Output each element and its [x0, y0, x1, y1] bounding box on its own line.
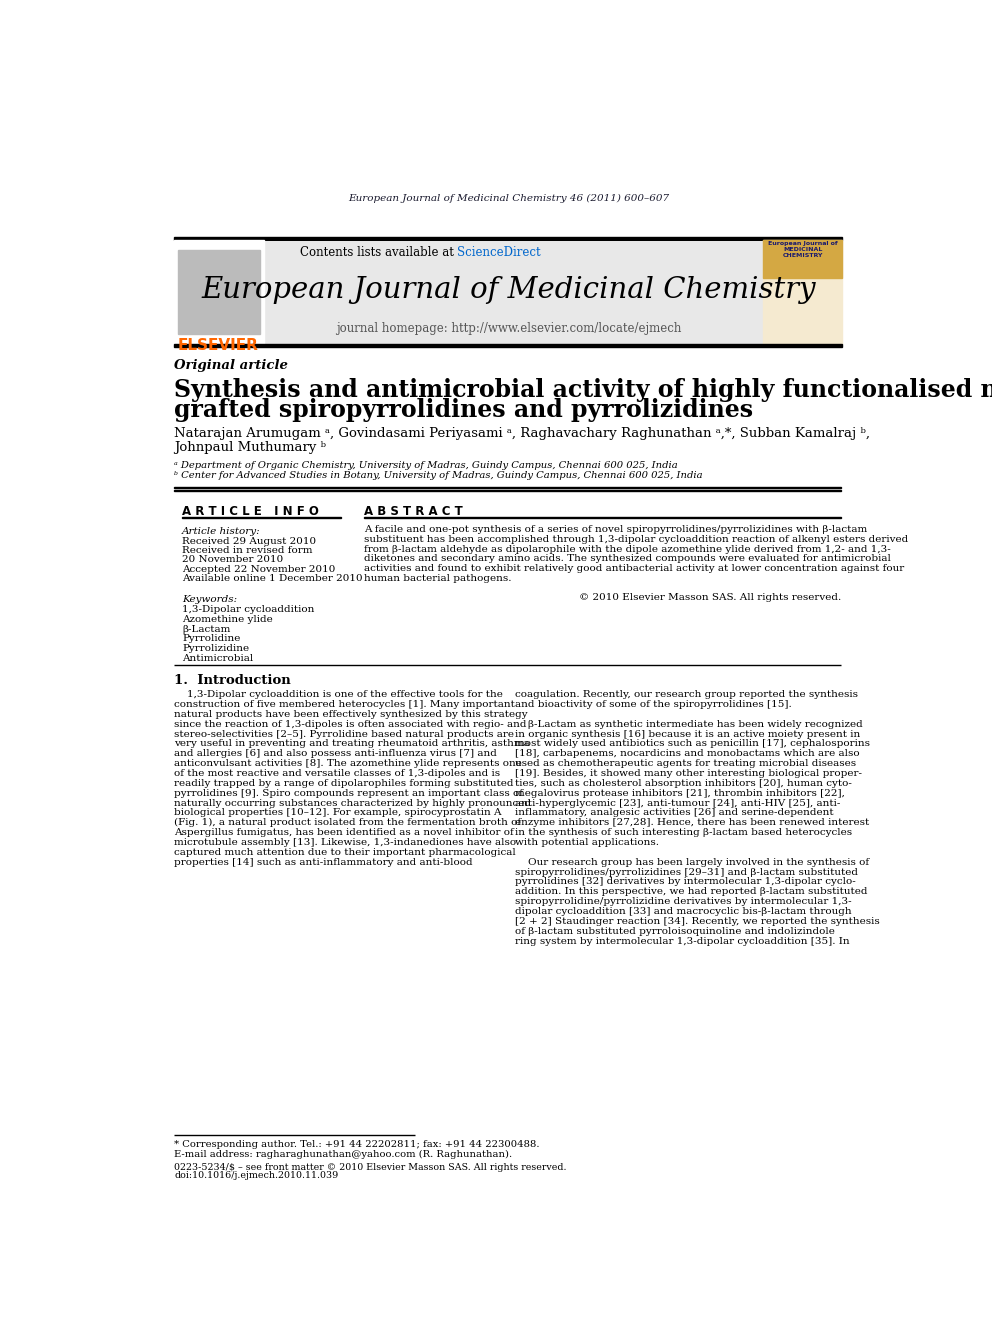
- Text: pyrrolidines [32] derivatives by intermolecular 1,3-dipolar cyclo-: pyrrolidines [32] derivatives by intermo…: [516, 877, 856, 886]
- Text: coagulation. Recently, our research group reported the synthesis: coagulation. Recently, our research grou…: [516, 691, 858, 699]
- Text: since the reaction of 1,3-dipoles is often associated with regio- and: since the reaction of 1,3-dipoles is oft…: [175, 720, 527, 729]
- Text: ᵇ Center for Advanced Studies in Botany, University of Madras, Guindy Campus, Ch: ᵇ Center for Advanced Studies in Botany,…: [175, 471, 703, 480]
- Text: human bacterial pathogens.: human bacterial pathogens.: [364, 574, 512, 582]
- Text: ELSEVIER: ELSEVIER: [179, 339, 259, 353]
- Text: Aspergillus fumigatus, has been identified as a novel inhibitor of: Aspergillus fumigatus, has been identifi…: [175, 828, 514, 837]
- Bar: [179, 250, 260, 335]
- Text: Our research group has been largely involved in the synthesis of: Our research group has been largely invo…: [516, 857, 870, 867]
- Text: activities and found to exhibit relatively good antibacterial activity at lower : activities and found to exhibit relative…: [364, 564, 905, 573]
- Text: Received 29 August 2010: Received 29 August 2010: [183, 537, 316, 546]
- Text: in the synthesis of such interesting β-lactam based heterocycles: in the synthesis of such interesting β-l…: [516, 828, 852, 837]
- Text: and bioactivity of some of the spiropyrrolidines [15].: and bioactivity of some of the spiropyrr…: [516, 700, 793, 709]
- Text: Article history:: Article history:: [183, 527, 261, 536]
- Text: 1,3-Dipolar cycloaddition: 1,3-Dipolar cycloaddition: [183, 606, 314, 614]
- Text: (Fig. 1), a natural product isolated from the fermentation broth of: (Fig. 1), a natural product isolated fro…: [175, 818, 522, 827]
- Text: Pyrrolizidine: Pyrrolizidine: [183, 644, 249, 654]
- Text: A facile and one-pot synthesis of a series of novel spiropyrrolidines/pyrrolizid: A facile and one-pot synthesis of a seri…: [364, 525, 867, 534]
- Text: 0223-5234/$ – see front matter © 2010 Elsevier Masson SAS. All rights reserved.: 0223-5234/$ – see front matter © 2010 El…: [175, 1163, 566, 1172]
- Text: readily trapped by a range of dipolarophiles forming substituted: readily trapped by a range of dipolaroph…: [175, 779, 514, 789]
- Text: pyrrolidines [9]. Spiro compounds represent an important class of: pyrrolidines [9]. Spiro compounds repres…: [175, 789, 524, 798]
- Text: very useful in preventing and treating rheumatoid arthritis, asthma: very useful in preventing and treating r…: [175, 740, 530, 749]
- Text: most widely used antibiotics such as penicillin [17], cephalosporins: most widely used antibiotics such as pen…: [516, 740, 870, 749]
- Text: spiropyrrolidine/pyrrolizidine derivatives by intermolecular 1,3-: spiropyrrolidine/pyrrolizidine derivativ…: [516, 897, 852, 906]
- Text: Received in revised form: Received in revised form: [183, 546, 312, 556]
- Text: β-Lactam: β-Lactam: [183, 624, 230, 634]
- Bar: [175, 344, 842, 348]
- Text: microtubule assembly [13]. Likewise, 1,3-indanediones have also: microtubule assembly [13]. Likewise, 1,3…: [175, 837, 517, 847]
- Text: Antimicrobial: Antimicrobial: [183, 654, 253, 663]
- Text: diketones and secondary amino acids. The synthesized compounds were evaluated fo: diketones and secondary amino acids. The…: [364, 554, 891, 564]
- Text: used as chemotherapeutic agents for treating microbial diseases: used as chemotherapeutic agents for trea…: [516, 759, 856, 769]
- Text: A B S T R A C T: A B S T R A C T: [364, 505, 463, 517]
- Text: Original article: Original article: [175, 359, 289, 372]
- Text: enzyme inhibitors [27,28]. Hence, there has been renewed interest: enzyme inhibitors [27,28]. Hence, there …: [516, 819, 870, 827]
- Text: of β-lactam substituted pyrroloisoquinoline and indolizindole: of β-lactam substituted pyrroloisoquinol…: [516, 926, 835, 935]
- Text: 1.  Introduction: 1. Introduction: [175, 675, 291, 688]
- Text: ᵃ Department of Organic Chemistry, University of Madras, Guindy Campus, Chennai : ᵃ Department of Organic Chemistry, Unive…: [175, 460, 679, 470]
- Text: Contents lists available at: Contents lists available at: [300, 246, 457, 259]
- Text: ScienceDirect: ScienceDirect: [457, 246, 541, 259]
- Text: grafted spiropyrrolidines and pyrrolizidines: grafted spiropyrrolidines and pyrrolizid…: [175, 398, 754, 422]
- Text: inflammatory, analgesic activities [26] and serine-dependent: inflammatory, analgesic activities [26] …: [516, 808, 834, 818]
- Text: construction of five membered heterocycles [1]. Many important: construction of five membered heterocycl…: [175, 700, 515, 709]
- Text: in organic synthesis [16] because it is an active moiety present in: in organic synthesis [16] because it is …: [516, 729, 861, 738]
- Text: megalovirus protease inhibitors [21], thrombin inhibitors [22],: megalovirus protease inhibitors [21], th…: [516, 789, 845, 798]
- Text: ties, such as cholesterol absorption inhibitors [20], human cyto-: ties, such as cholesterol absorption inh…: [516, 779, 852, 789]
- Text: addition. In this perspective, we had reported β-lactam substituted: addition. In this perspective, we had re…: [516, 888, 868, 896]
- FancyBboxPatch shape: [264, 241, 764, 344]
- Bar: [764, 239, 842, 278]
- Text: Pyrrolidine: Pyrrolidine: [183, 634, 240, 643]
- Text: European Journal of
MEDICINAL
CHEMISTRY: European Journal of MEDICINAL CHEMISTRY: [768, 241, 837, 258]
- Text: ring system by intermolecular 1,3-dipolar cycloaddition [35]. In: ring system by intermolecular 1,3-dipola…: [516, 937, 850, 946]
- Text: 20 November 2010: 20 November 2010: [183, 556, 284, 565]
- Text: with potential applications.: with potential applications.: [516, 837, 660, 847]
- Text: [2 + 2] Staudinger reaction [34]. Recently, we reported the synthesis: [2 + 2] Staudinger reaction [34]. Recent…: [516, 917, 880, 926]
- Text: [19]. Besides, it showed many other interesting biological proper-: [19]. Besides, it showed many other inte…: [516, 769, 862, 778]
- Text: substituent has been accomplished through 1,3-dipolar cycloaddition reaction of : substituent has been accomplished throug…: [364, 534, 909, 544]
- Text: E-mail address: ragharaghunathan@yahoo.com (R. Raghunathan).: E-mail address: ragharaghunathan@yahoo.c…: [175, 1150, 513, 1159]
- Text: biological properties [10–12]. For example, spirocyprostatin A: biological properties [10–12]. For examp…: [175, 808, 502, 818]
- Text: A R T I C L E   I N F O: A R T I C L E I N F O: [183, 505, 319, 517]
- Text: Synthesis and antimicrobial activity of highly functionalised novel β-lactam: Synthesis and antimicrobial activity of …: [175, 378, 992, 402]
- Text: Accepted 22 November 2010: Accepted 22 November 2010: [183, 565, 335, 574]
- Text: anticonvulsant activities [8]. The azomethine ylide represents one: anticonvulsant activities [8]. The azome…: [175, 759, 522, 769]
- Text: Available online 1 December 2010: Available online 1 December 2010: [183, 574, 363, 583]
- Bar: [175, 239, 264, 344]
- Text: Johnpaul Muthumary ᵇ: Johnpaul Muthumary ᵇ: [175, 441, 326, 454]
- Text: doi:10.1016/j.ejmech.2010.11.039: doi:10.1016/j.ejmech.2010.11.039: [175, 1171, 338, 1180]
- Text: European Journal of Medicinal Chemistry: European Journal of Medicinal Chemistry: [201, 275, 815, 304]
- Text: journal homepage: http://www.elsevier.com/locate/ejmech: journal homepage: http://www.elsevier.co…: [335, 321, 682, 335]
- Text: © 2010 Elsevier Masson SAS. All rights reserved.: © 2010 Elsevier Masson SAS. All rights r…: [578, 593, 841, 602]
- Text: stereo-selectivities [2–5]. Pyrrolidine based natural products are: stereo-selectivities [2–5]. Pyrrolidine …: [175, 729, 515, 738]
- Text: dipolar cycloaddition [33] and macrocyclic bis-β-lactam through: dipolar cycloaddition [33] and macrocycl…: [516, 908, 852, 916]
- Text: of the most reactive and versatile classes of 1,3-dipoles and is: of the most reactive and versatile class…: [175, 769, 501, 778]
- Text: Azomethine ylide: Azomethine ylide: [183, 615, 273, 624]
- Text: spiropyrrolidines/pyrrolizidines [29–31] and β-lactam substituted: spiropyrrolidines/pyrrolizidines [29–31]…: [516, 868, 858, 877]
- Text: β-Lactam as synthetic intermediate has been widely recognized: β-Lactam as synthetic intermediate has b…: [516, 720, 863, 729]
- Text: Natarajan Arumugam ᵃ, Govindasami Periyasami ᵃ, Raghavachary Raghunathan ᵃ,*, Su: Natarajan Arumugam ᵃ, Govindasami Periya…: [175, 427, 870, 441]
- Text: properties [14] such as anti-inflammatory and anti-blood: properties [14] such as anti-inflammator…: [175, 857, 473, 867]
- Text: [18], carbapenems, nocardicins and monobactams which are also: [18], carbapenems, nocardicins and monob…: [516, 749, 860, 758]
- Text: captured much attention due to their important pharmacological: captured much attention due to their imp…: [175, 848, 516, 857]
- Text: naturally occurring substances characterized by highly pronounced: naturally occurring substances character…: [175, 799, 532, 807]
- Text: natural products have been effectively synthesized by this strategy: natural products have been effectively s…: [175, 710, 528, 718]
- Text: from β-lactam aldehyde as dipolarophile with the dipole azomethine ylide derived: from β-lactam aldehyde as dipolarophile …: [364, 545, 891, 553]
- Text: anti-hyperglycemic [23], anti-tumour [24], anti-HIV [25], anti-: anti-hyperglycemic [23], anti-tumour [24…: [516, 799, 841, 807]
- Text: and allergies [6] and also possess anti-influenza virus [7] and: and allergies [6] and also possess anti-…: [175, 749, 497, 758]
- Text: 1,3-Dipolar cycloaddition is one of the effective tools for the: 1,3-Dipolar cycloaddition is one of the …: [175, 691, 503, 699]
- Text: European Journal of Medicinal Chemistry 46 (2011) 600–607: European Journal of Medicinal Chemistry …: [348, 194, 669, 204]
- Bar: [175, 237, 842, 239]
- Text: * Corresponding author. Tel.: +91 44 22202811; fax: +91 44 22300488.: * Corresponding author. Tel.: +91 44 222…: [175, 1140, 540, 1148]
- Bar: [764, 239, 842, 344]
- Text: Keywords:: Keywords:: [183, 595, 237, 605]
